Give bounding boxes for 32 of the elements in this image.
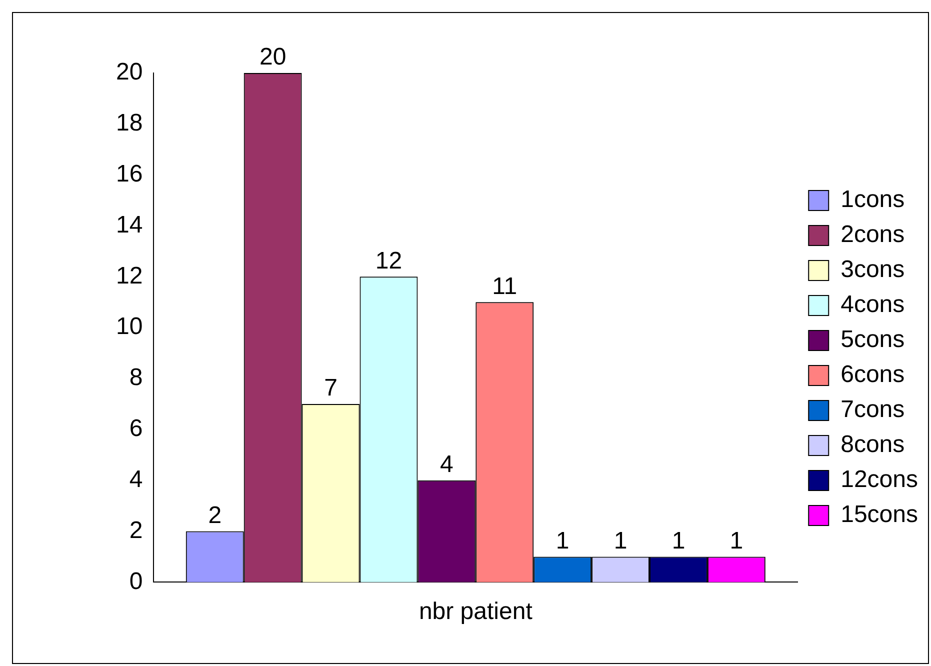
- data-label: 1: [614, 527, 628, 554]
- data-label: 1: [730, 527, 744, 554]
- y-tick-label: 2: [129, 516, 143, 544]
- y-tick-label: 4: [129, 466, 143, 493]
- y-tick-label: 12: [116, 262, 143, 290]
- data-label: 11: [492, 272, 518, 300]
- legend-label: 5cons: [840, 326, 905, 354]
- data-label: 4: [440, 450, 454, 478]
- x-tick-label: nbr patient: [418, 598, 533, 626]
- y-tick-label: 6: [129, 415, 143, 442]
- y-tick-label: 14: [116, 211, 143, 238]
- data-label: 7: [324, 374, 338, 402]
- legend-label: 6cons: [840, 361, 905, 388]
- y-tick-label: 20: [116, 58, 143, 86]
- legend-label: 8cons: [840, 431, 905, 458]
- y-tick-label: 18: [116, 110, 143, 137]
- legend-label: 2cons: [840, 221, 905, 248]
- y-tick-label: 10: [116, 313, 143, 340]
- legend-label: 12cons: [840, 466, 918, 494]
- data-label: 1: [672, 527, 686, 554]
- data-label: 1: [556, 527, 570, 554]
- data-label: 20: [259, 44, 286, 71]
- legend-label: 4cons: [840, 291, 905, 318]
- y-tick-label: 0: [129, 568, 143, 595]
- legend-label: 1cons: [840, 186, 905, 214]
- y-tick-label: 16: [116, 160, 143, 188]
- y-tick-label: 8: [129, 364, 143, 392]
- data-label: 2: [208, 502, 222, 529]
- data-label: 12: [375, 247, 402, 274]
- legend-label: 15cons: [840, 501, 918, 528]
- legend-label: 3cons: [840, 256, 905, 284]
- legend-label: 7cons: [840, 396, 905, 424]
